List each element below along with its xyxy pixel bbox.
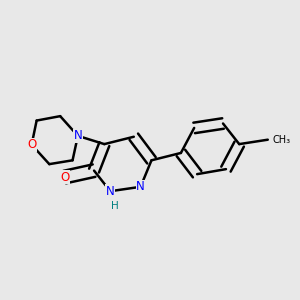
Text: O: O xyxy=(60,171,69,184)
Text: N: N xyxy=(136,180,145,193)
Text: CH₃: CH₃ xyxy=(272,135,290,145)
Text: N: N xyxy=(74,129,82,142)
Text: O: O xyxy=(27,138,36,151)
Text: N: N xyxy=(106,185,115,198)
Text: H: H xyxy=(111,201,119,211)
